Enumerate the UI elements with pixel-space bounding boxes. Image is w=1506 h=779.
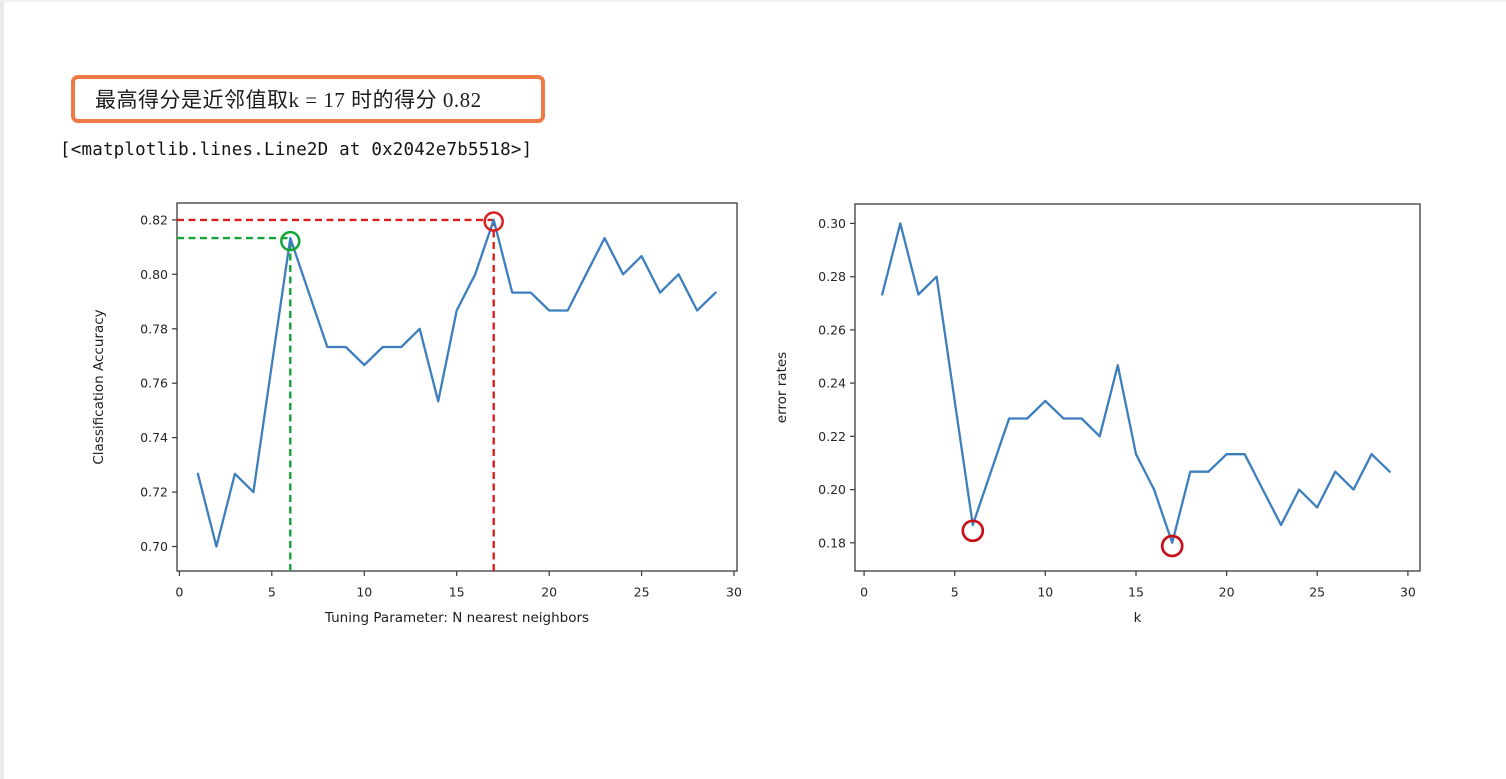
x-tick-label: 0: [175, 585, 183, 600]
x-tick-label: 10: [356, 585, 372, 600]
marker-circle: [483, 211, 504, 232]
x-tick-label: 0: [860, 585, 868, 600]
result-banner-text: 最高得分是近邻值取k = 17 时的得分 0.82: [95, 88, 482, 112]
window-edge-top: [0, 0, 1506, 2]
y-tick-label: 0.76: [140, 376, 168, 391]
y-tick-label: 0.22: [818, 429, 846, 444]
marker-circle: [280, 230, 301, 252]
plot-border: [854, 203, 1421, 572]
x-tick-label: 10: [1037, 585, 1053, 600]
x-tick-label: 25: [1309, 585, 1325, 600]
y-tick-label: 0.70: [140, 539, 168, 554]
y-axis-label: Classification Accuracy: [91, 309, 107, 464]
x-tick-label: 15: [1128, 585, 1144, 600]
accuracy-chart: 0 5 10 15 20 25 30 0.70 0.72 0.74 0.76 0.78 0.80 0.82…: [91, 202, 742, 626]
marker-circle: [961, 519, 985, 543]
y-axis-label: error rates: [774, 352, 790, 423]
x-tick-label: 20: [541, 585, 557, 600]
y-tick-label: 0.82: [140, 212, 168, 227]
window-edge-left: [0, 0, 4, 779]
y-tick-label: 0.72: [140, 485, 168, 500]
x-tick-label: 15: [449, 585, 465, 600]
y-tick-label: 0.18: [818, 535, 846, 550]
y-tick-label: 0.80: [140, 267, 168, 282]
repr-output: [<matplotlib.lines.Line2D at 0x2042e7b55…: [60, 140, 533, 160]
x-tick-label: 25: [634, 585, 650, 600]
y-tick-label: 0.26: [818, 322, 846, 337]
result-banner: 最高得分是近邻值取k = 17 时的得分 0.82: [71, 75, 545, 123]
x-tick-label: 5: [951, 585, 959, 600]
x-tick-label: 30: [1400, 585, 1416, 600]
y-tick-label: 0.30: [818, 216, 846, 231]
data-line: [881, 222, 1391, 544]
data-line: [196, 218, 717, 548]
x-axis-label: Tuning Parameter: N nearest neighbors: [324, 610, 589, 626]
y-tick-label: 0.20: [818, 482, 846, 497]
y-tick-label: 0.78: [140, 321, 168, 336]
marker-circle: [1160, 534, 1184, 558]
x-tick-label: 20: [1219, 585, 1235, 600]
x-tick-label: 5: [268, 585, 276, 600]
x-axis-label: k: [1134, 610, 1142, 626]
plot-border: [176, 202, 738, 572]
x-tick-label: 30: [726, 585, 742, 600]
error-rate-chart: 0 5 10 15 20 25 30 0.18 0.20 0.22 0.24 0.26 0.28 0.30…: [774, 203, 1421, 626]
y-tick-label: 0.28: [818, 269, 846, 284]
y-tick-label: 0.24: [818, 376, 846, 391]
y-tick-label: 0.74: [140, 430, 168, 445]
